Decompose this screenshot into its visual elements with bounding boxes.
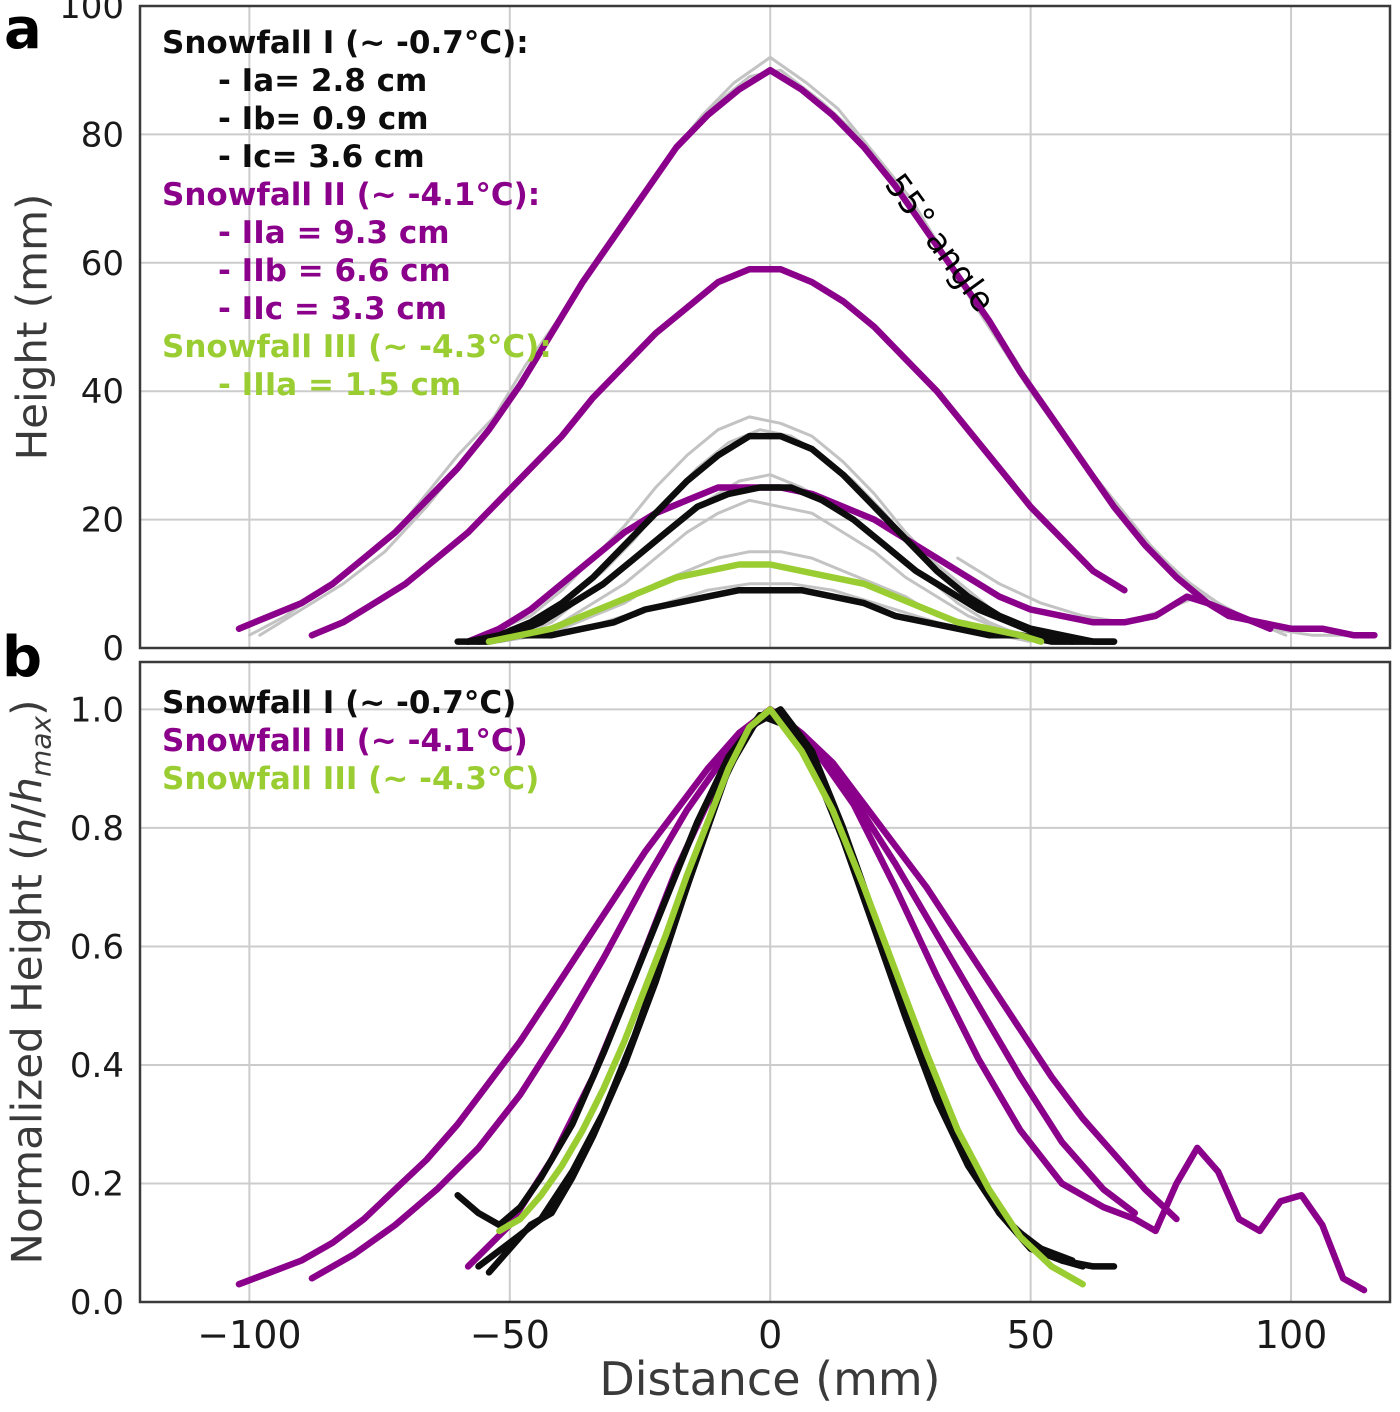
ylabel-b-sub: max — [24, 715, 58, 777]
y-tick-label: 100 — [59, 0, 124, 27]
series-IIIa — [485, 561, 1045, 645]
legend-item: Snowfall II (~ -4.1°C) — [162, 723, 528, 759]
x-tick-label: 100 — [1255, 1313, 1328, 1357]
plot-frame — [138, 660, 1392, 1304]
panel-a-label: a — [4, 0, 42, 62]
series-Ib-norm — [485, 706, 1086, 1276]
legend-item: Snowfall III (~ -4.3°C): — [162, 329, 552, 365]
series-Ia — [475, 484, 1076, 645]
legend-item: - Ic= 3.6 cm — [218, 139, 425, 175]
x-axis-label: Distance (mm) — [599, 1352, 941, 1406]
y-tick-label: 0.0 — [70, 1283, 124, 1323]
series-IIc — [464, 484, 1378, 645]
ylabel-b-suffix: ) — [2, 699, 52, 716]
legend-item: - IIIa = 1.5 cm — [218, 367, 462, 403]
legend-item: - Ib= 0.9 cm — [218, 101, 429, 137]
legend-item: - IIc = 3.3 cm — [218, 291, 448, 327]
legend-item: Snowfall III (~ -4.3°C) — [162, 761, 540, 797]
y-tick-label: 40 — [81, 372, 124, 412]
y-tick-label: 0.8 — [70, 809, 124, 849]
legend-item: - IIa = 9.3 cm — [218, 215, 450, 251]
series-IIa — [235, 66, 1274, 632]
y-tick-label: 80 — [81, 115, 124, 155]
y-tick-label: 60 — [81, 244, 124, 284]
legend-item: Snowfall I (~ -0.7°C) — [162, 685, 517, 721]
y-axis-label-normalized-height: Normalized Height (h/hmax) — [2, 700, 57, 1265]
y-tick-label: 0.2 — [70, 1164, 124, 1204]
x-tick-label: −100 — [197, 1313, 301, 1357]
legend-item: - Ia= 2.8 cm — [218, 63, 428, 99]
x-tick-label: 50 — [1006, 1313, 1054, 1357]
series-IIa-norm — [235, 706, 1180, 1288]
y-tick-label: 0.4 — [70, 1046, 124, 1086]
series-IIc-norm — [464, 706, 1368, 1294]
ylabel-b-slash: / — [2, 803, 52, 818]
series-raw-Ia-2 — [497, 498, 1033, 644]
y-tick-label: 20 — [81, 501, 124, 541]
ylabel-b-h1: h — [2, 817, 52, 845]
panel-b-label: b — [2, 625, 43, 690]
legend-item: Snowfall II (~ -4.1°C): — [162, 177, 541, 213]
legend-b: Snowfall I (~ -0.7°C) Snowfall II (~ -4.1… — [162, 684, 539, 798]
legend-a: Snowfall I (~ -0.7°C): - Ia= 2.8 cm - Ib= … — [162, 24, 552, 404]
series-IIIa-norm — [496, 706, 1086, 1288]
plot-frame — [138, 4, 1392, 650]
y-axis-label-height: Height (mm) — [7, 193, 57, 461]
ylabel-b-h2: hmax — [2, 715, 58, 804]
legend-item: - IIb = 6.6 cm — [218, 253, 451, 289]
series-IIb-norm — [308, 706, 1139, 1282]
x-tick-label: 0 — [758, 1313, 782, 1357]
y-tick-label: 1.0 — [70, 690, 124, 730]
legend-item: Snowfall I (~ -0.7°C): — [162, 25, 529, 61]
series-IIb — [308, 265, 1128, 639]
y-tick-label: 0.6 — [70, 927, 124, 967]
ylabel-b-prefix: Normalized Height ( — [2, 844, 52, 1265]
y-tick-label: 0 — [102, 629, 124, 669]
x-tick-label: −50 — [470, 1313, 550, 1357]
